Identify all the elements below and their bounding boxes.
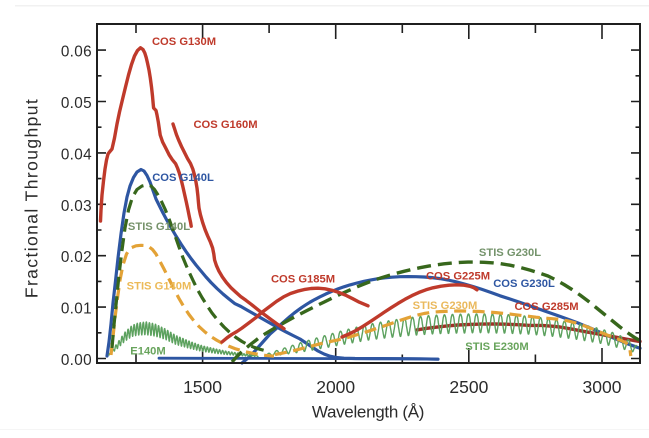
svg-text:E140M: E140M [130,346,165,358]
svg-text:COS G185M: COS G185M [271,274,335,286]
svg-text:2000: 2000 [316,377,355,397]
svg-text:COS G285M: COS G285M [514,301,578,313]
svg-text:COS G225M: COS G225M [426,271,490,283]
svg-text:STIS G230L: STIS G230L [479,247,541,259]
svg-text:STIS G230M: STIS G230M [413,300,478,312]
svg-text:Wavelength (Å): Wavelength (Å) [312,403,424,422]
svg-text:0.05: 0.05 [61,95,92,112]
svg-text:STIS G140M: STIS G140M [127,281,192,293]
svg-text:2500: 2500 [449,377,488,397]
svg-text:1500: 1500 [183,377,222,397]
svg-text:0.00: 0.00 [61,352,92,369]
svg-text:COS G130M: COS G130M [152,36,216,48]
svg-text:3000: 3000 [583,377,622,397]
svg-text:0.01: 0.01 [61,301,92,318]
svg-text:0.06: 0.06 [61,44,92,61]
svg-text:Fractional Throughput: Fractional Throughput [21,98,41,298]
svg-text:0.02: 0.02 [61,249,92,266]
svg-text:COS G140L: COS G140L [152,172,214,184]
svg-text:COS G160M: COS G160M [193,119,257,131]
svg-text:0.03: 0.03 [61,198,92,215]
svg-text:STIS E230M: STIS E230M [465,341,528,353]
svg-text:0.04: 0.04 [61,146,92,163]
svg-text:STIS G140L: STIS G140L [128,221,190,233]
svg-text:COS G230L: COS G230L [493,278,555,290]
